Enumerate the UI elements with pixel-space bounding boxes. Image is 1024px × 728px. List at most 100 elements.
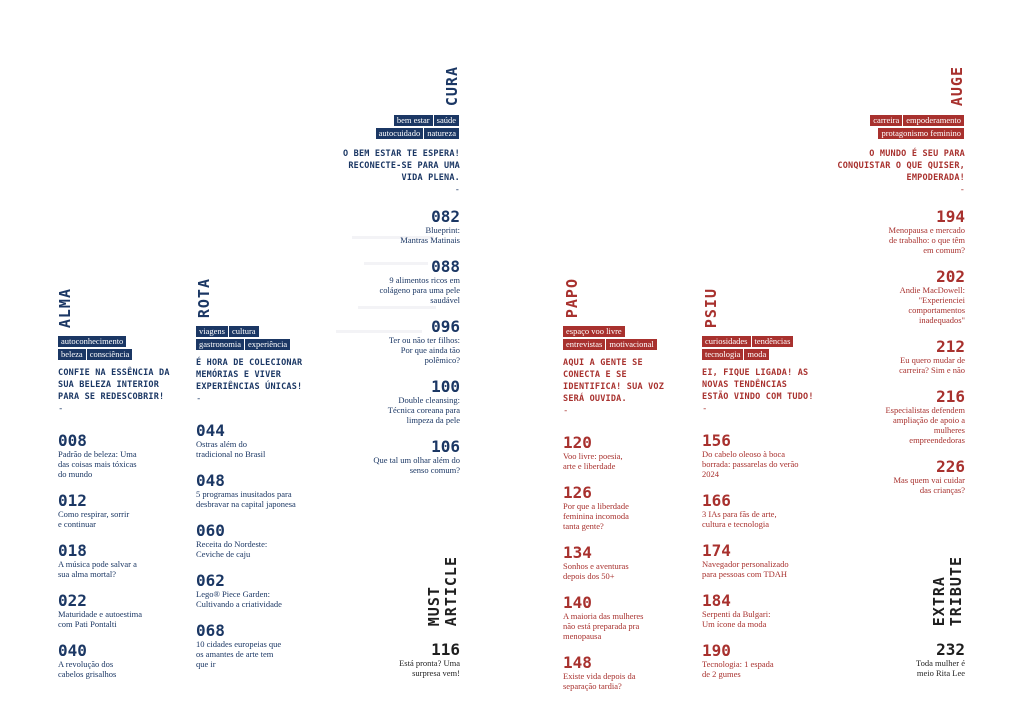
article-title: Ostras além do tradicional no Brasil xyxy=(196,439,266,459)
toc-entry[interactable]: 174 Navegador personalizado para pessoas… xyxy=(702,542,827,579)
toc-entry[interactable]: 012 Como respirar, sorrir e continuar xyxy=(58,492,183,529)
section-must-article[interactable]: 116 Está pronta? Uma surpresa vem! xyxy=(370,641,460,678)
toc-entry[interactable]: 082 Blueprint: Mantras Matinais xyxy=(330,208,460,245)
section-extra-tribute[interactable]: 232 Toda mulher é meio Rita Lee xyxy=(875,641,965,678)
page-number: 232 xyxy=(936,640,965,659)
toc-entry[interactable]: 126 Por que a liberdade feminina incomod… xyxy=(563,484,688,531)
toc-entry[interactable]: 212 Eu quero mudar de carreira? Sim e nã… xyxy=(832,338,965,375)
article-title: Do cabelo oleoso à boca borrada: passare… xyxy=(702,449,799,479)
tag[interactable]: espaço voo livre xyxy=(563,326,625,337)
toc-entry[interactable]: 068 10 cidades europeias que os amantes … xyxy=(196,622,324,669)
section-title-must-article: MUST ARTICLE xyxy=(425,556,460,626)
extra-line1: EXTRA xyxy=(930,576,948,627)
article-title: Está pronta? Uma surpresa vem! xyxy=(399,658,460,678)
section-title-psiu: PSIU xyxy=(702,288,720,329)
page-number: 060 xyxy=(196,521,225,540)
tag[interactable]: cultura xyxy=(228,326,259,337)
article-title: 10 cidades europeias que os amantes de a… xyxy=(196,639,282,669)
section-title-papo: PAPO xyxy=(563,278,581,319)
tag[interactable]: beleza xyxy=(58,349,86,360)
page-number: 100 xyxy=(431,377,460,396)
tag[interactable]: saúde xyxy=(433,115,459,126)
toc-entry[interactable]: 008 Padrão de beleza: Uma das coisas mai… xyxy=(58,432,183,479)
toc-entry[interactable]: 148 Existe vida depois da separação tard… xyxy=(563,654,688,691)
toc-entry[interactable]: 194 Menopausa e mercado de trabalho: o q… xyxy=(832,208,965,255)
tag[interactable]: autoconhecimento xyxy=(58,336,127,347)
toc-entry[interactable]: 060 Receita do Nordeste: Ceviche de caju xyxy=(196,522,324,559)
article-title: Por que a liberdade feminina incomoda ta… xyxy=(563,501,629,531)
ghost-text-2 xyxy=(364,262,428,265)
tag[interactable]: experiência xyxy=(245,339,291,350)
article-title: Toda mulher é meio Rita Lee xyxy=(916,658,965,678)
tagline-dash: - xyxy=(454,185,460,195)
article-title: 3 IAs para fãs de arte, cultura e tecnol… xyxy=(702,509,777,529)
page-number: 044 xyxy=(196,421,225,440)
page-number: 088 xyxy=(431,257,460,276)
tag[interactable]: tecnologia xyxy=(702,349,744,360)
article-title: Andie MacDowell: "Experienciei comportam… xyxy=(899,285,965,325)
tag[interactable]: carreira xyxy=(870,115,903,126)
page-number: 018 xyxy=(58,541,87,560)
tag[interactable]: gastronomia xyxy=(196,339,245,350)
toc-entry[interactable]: 100 Double cleansing: Técnica coreana pa… xyxy=(330,378,460,425)
toc-entry[interactable]: 022 Maturidade e autoestima com Pati Pon… xyxy=(58,592,183,629)
page-number: 008 xyxy=(58,431,87,450)
toc-entry[interactable]: 134 Sonhos e aventuras depois dos 50+ xyxy=(563,544,688,581)
article-title: Maturidade e autoestima com Pati Pontalt… xyxy=(58,609,143,629)
psiu-tags: curiosidades tendências tecnologia moda xyxy=(702,335,827,361)
tag[interactable]: autocuidado xyxy=(375,128,424,139)
page-number: 226 xyxy=(936,457,965,476)
tag[interactable]: empoderamento xyxy=(903,115,964,126)
section-auge: carreira empoderamento protagonismo femin… xyxy=(832,114,965,495)
toc-entry[interactable]: 048 5 programas inusitados para desbrava… xyxy=(196,472,324,509)
toc-entry[interactable]: 106 Que tal um olhar além do senso comum… xyxy=(330,438,460,475)
toc-entry[interactable]: 190 Tecnologia: 1 espada de 2 gumes xyxy=(702,642,827,679)
section-cura: bem estar saúde autocuidado natureza O BEM… xyxy=(330,114,460,475)
section-title-extra-tribute: EXTRA TRIBUTE xyxy=(930,556,965,627)
section-tagline: AQUI A GENTE SE CONECTA E SE IDENTIFICA!… xyxy=(563,358,665,404)
toc-entry[interactable]: 062 Lego® Piece Garden: Cultivando a cri… xyxy=(196,572,324,609)
ghost-text-4 xyxy=(336,330,422,333)
tag[interactable]: viagens xyxy=(196,326,228,337)
tag[interactable]: tendências xyxy=(751,336,794,347)
page-number: 212 xyxy=(936,337,965,356)
section-tagline: CONFIE NA ESSÊNCIA DA SUA BELEZA INTERIO… xyxy=(58,368,170,402)
toc-entry[interactable]: 184 Serpenti da Bulgari: Um ícone da mod… xyxy=(702,592,827,629)
toc-entry[interactable]: 216 Especialistas defendem ampliação de … xyxy=(832,388,965,445)
toc-entry[interactable]: 140 A maioria das mulheres não está prep… xyxy=(563,594,688,641)
toc-entry[interactable]: 088 9 alimentos ricos em colágeno para u… xyxy=(330,258,460,305)
tag[interactable]: protagonismo feminino xyxy=(878,128,964,139)
toc-entry[interactable]: 040 A revolução dos cabelos grisalhos xyxy=(58,642,183,679)
section-title-cura: CURA xyxy=(443,66,461,107)
article-title: Navegador personalizado para pessoas com… xyxy=(702,559,789,579)
tag[interactable]: consciência xyxy=(86,349,133,360)
tag[interactable]: moda xyxy=(744,349,770,360)
toc-entry[interactable]: 120 Voo livre: poesia, arte e liberdade xyxy=(563,434,688,471)
section-rota: viagens cultura gastronomia experiência É … xyxy=(196,325,324,669)
section-tagline: EI, FIQUE LIGADA! AS NOVAS TENDÊNCIAS ES… xyxy=(702,368,814,402)
article-title: A música pode salvar a sua alma mortal? xyxy=(58,559,137,579)
page-number: 148 xyxy=(563,653,592,672)
tag[interactable]: curiosidades xyxy=(702,336,751,347)
section-papo: espaço voo livre entrevistas motivacional… xyxy=(563,325,688,691)
toc-entry[interactable]: 044 Ostras além do tradicional no Brasil xyxy=(196,422,324,459)
toc-entry[interactable]: 202 Andie MacDowell: "Experienciei compo… xyxy=(832,268,965,325)
article-title: Lego® Piece Garden: Cultivando a criativ… xyxy=(196,589,282,609)
page-number: 022 xyxy=(58,591,87,610)
tag[interactable]: natureza xyxy=(424,128,459,139)
toc-entry[interactable]: 018 A música pode salvar a sua alma mort… xyxy=(58,542,183,579)
page-number: 202 xyxy=(936,267,965,286)
tag[interactable]: entrevistas xyxy=(563,339,606,350)
toc-entry[interactable]: 226 Mas quem vai cuidar das crianças? xyxy=(832,458,965,495)
page-number: 116 xyxy=(431,640,460,659)
toc-entry[interactable]: 166 3 IAs para fãs de arte, cultura e te… xyxy=(702,492,827,529)
article-title: Tecnologia: 1 espada de 2 gumes xyxy=(702,659,774,679)
page-number: 156 xyxy=(702,431,731,450)
section-alma: autoconhecimento beleza consciência CONFI… xyxy=(58,335,183,679)
tagline-dash: - xyxy=(959,185,965,195)
toc-entry[interactable]: 096 Ter ou não ter filhos: Por que ainda… xyxy=(330,318,460,365)
tag[interactable]: motivacional xyxy=(606,339,657,350)
tag[interactable]: bem estar xyxy=(393,115,433,126)
ghost-text-1 xyxy=(352,236,434,239)
toc-entry[interactable]: 156 Do cabelo oleoso à boca borrada: pas… xyxy=(702,432,827,479)
